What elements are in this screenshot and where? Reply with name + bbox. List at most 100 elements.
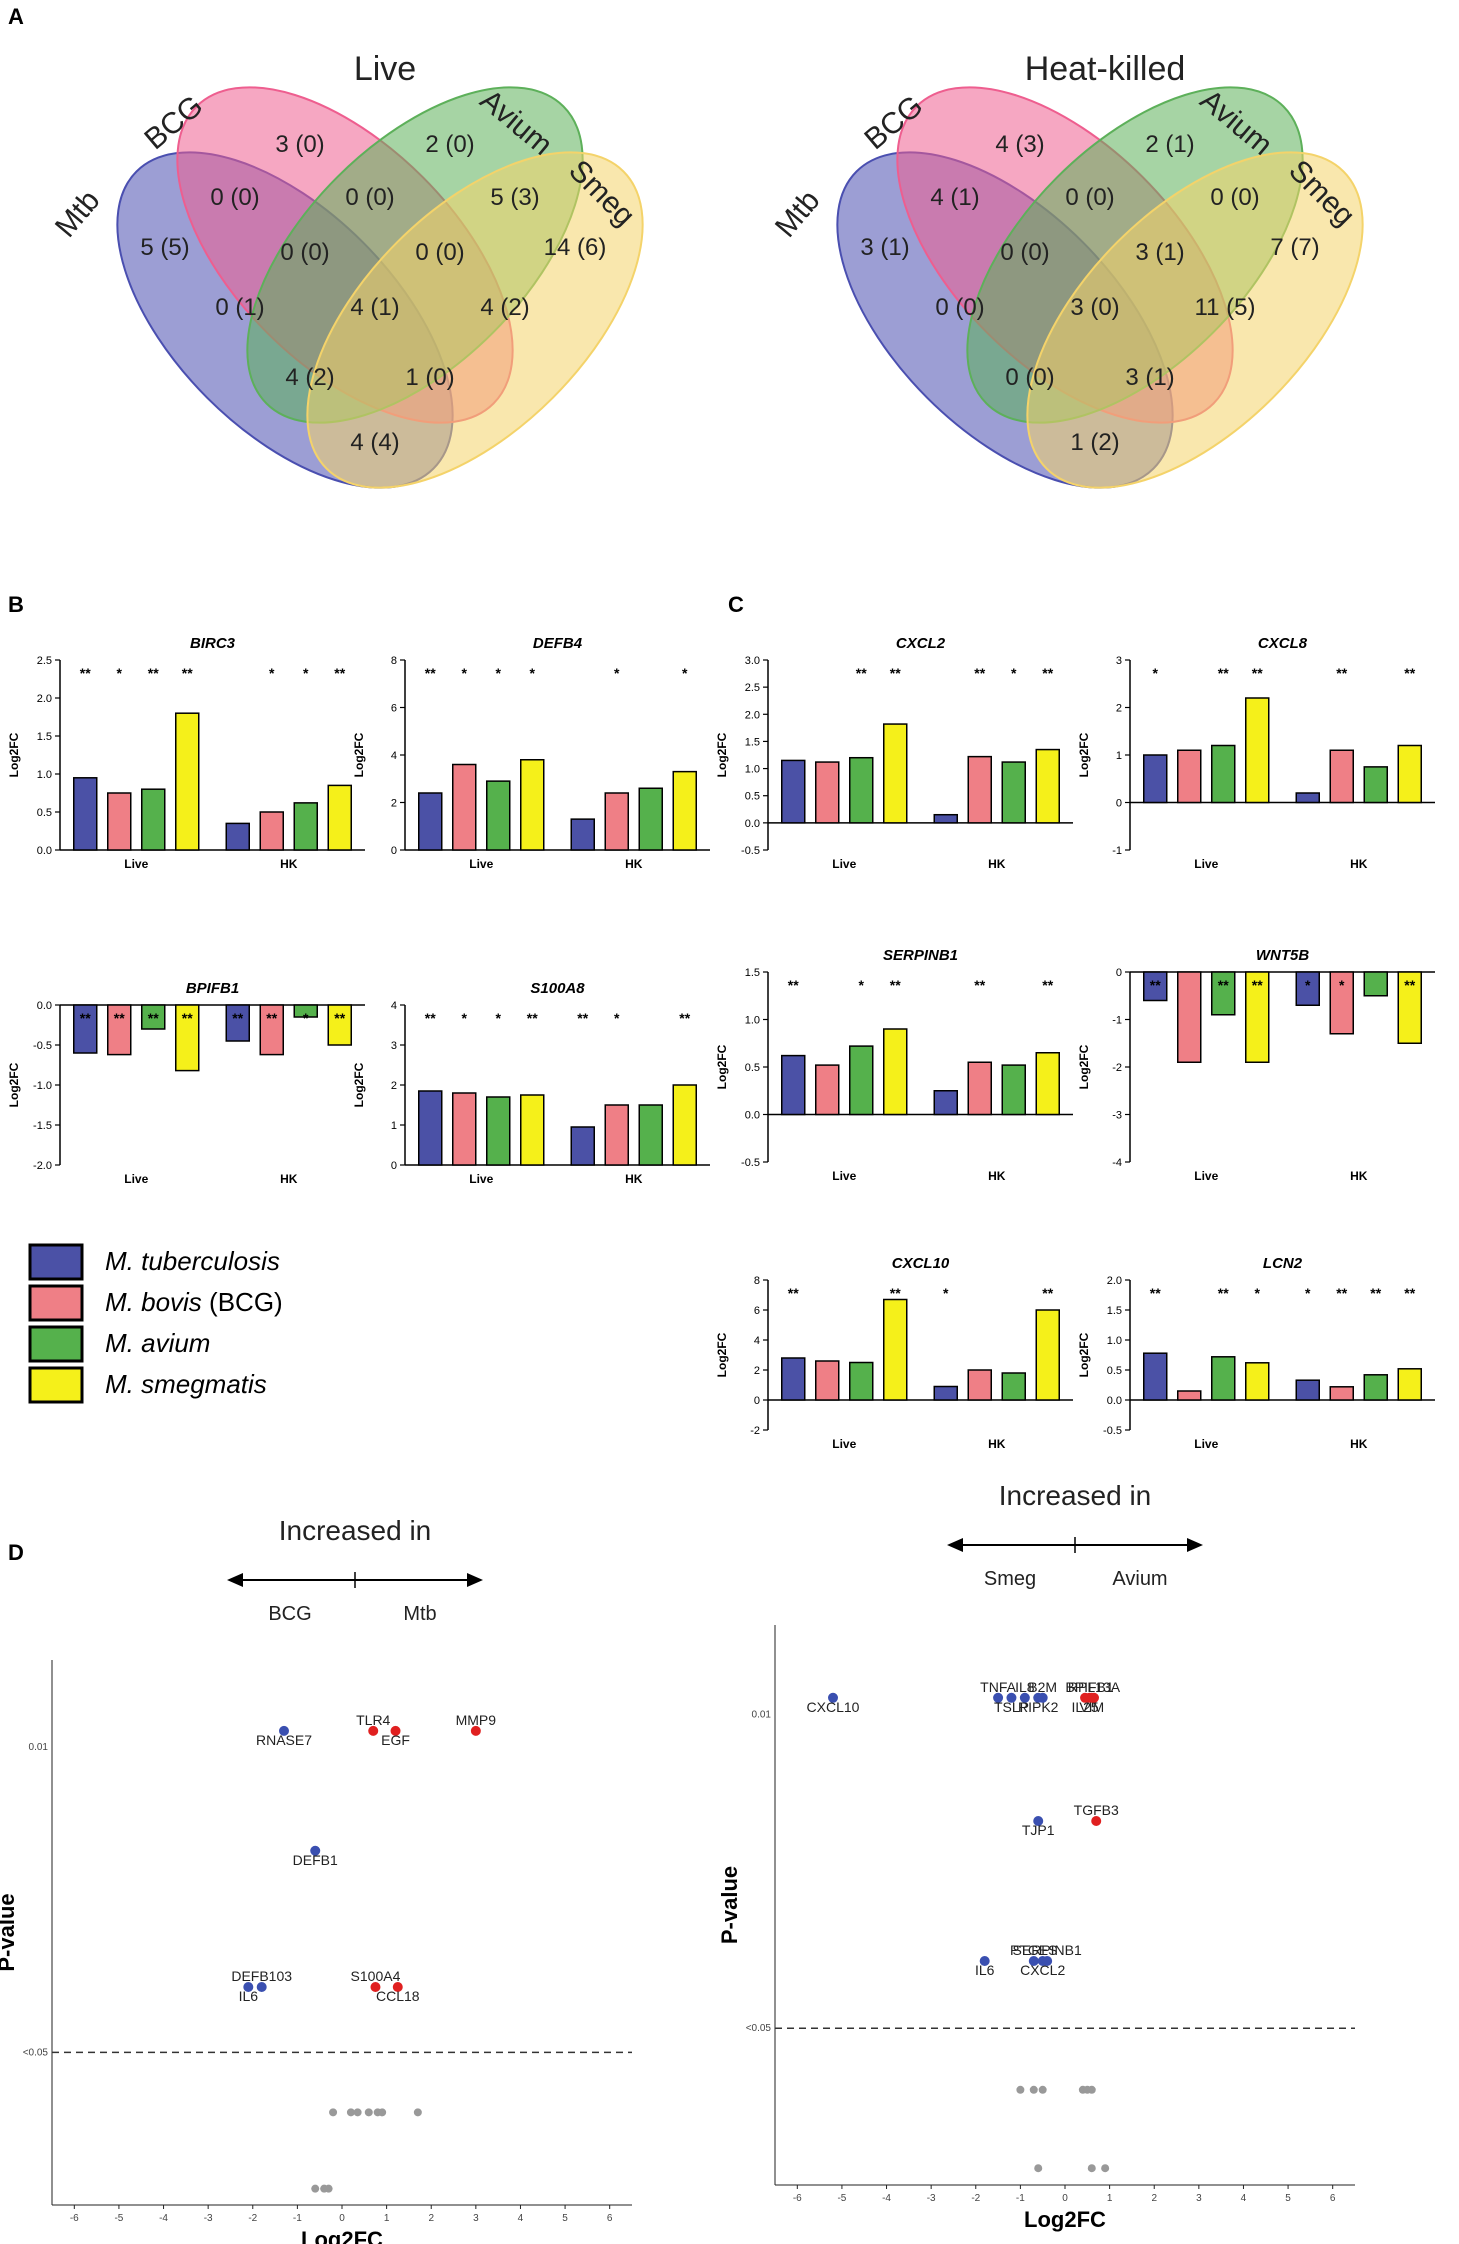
y-tick-label: 0.0	[1107, 1395, 1122, 1407]
significance-mark: **	[1252, 977, 1263, 993]
point-label-egf: EGF	[381, 1732, 410, 1748]
venn-region-all: 3 (0)	[1070, 294, 1119, 321]
y-tick-label: 2.0	[1107, 1275, 1122, 1287]
data-point-defb103	[256, 1982, 267, 1992]
bar-hk-1	[1329, 749, 1354, 804]
significance-mark: **	[527, 1010, 538, 1026]
bar-live-2	[849, 1045, 874, 1116]
significance-mark: *	[1305, 977, 1311, 993]
y-tick-label: 2.5	[745, 682, 760, 694]
y-tick-label: 2	[391, 1080, 397, 1092]
y-tick-label: 0	[1116, 967, 1122, 979]
bar-live-3	[883, 1298, 908, 1401]
bar-hk-1	[1329, 1386, 1354, 1401]
legend-label-mtb: M. tuberculosis	[105, 1246, 280, 1276]
y-tick-label: -0.5	[33, 1040, 52, 1052]
data-point-defb1	[310, 1845, 321, 1856]
y-tick-label: 2	[754, 1365, 760, 1377]
bar-live-0	[781, 759, 806, 824]
bar-live-1	[452, 763, 477, 851]
x-group-label: Live	[124, 1172, 148, 1186]
bar-hk-2	[1001, 1064, 1026, 1116]
bar-hk-1	[259, 811, 284, 851]
x-tick-label: -3	[927, 2193, 936, 2204]
bar-hk-3	[327, 1004, 352, 1046]
bar-hk-1	[967, 1369, 992, 1401]
y-tick-label: <0.05	[23, 2047, 49, 2058]
significance-mark: **	[1042, 977, 1053, 993]
bar-live-0	[1143, 1352, 1168, 1401]
bar-live-2	[486, 780, 511, 851]
x-tick-label: 3	[473, 2213, 479, 2224]
point-label-vim: VIM	[1079, 1699, 1104, 1715]
bar-hk-1	[967, 755, 992, 824]
venn-region-bcg_avium: 0 (0)	[345, 184, 394, 211]
data-point-ccl18	[392, 1982, 403, 1992]
data-point-ns	[1034, 2164, 1043, 2173]
venn-region-avium_smeg: 0 (0)	[1210, 184, 1259, 211]
y-tick-label: 1	[1116, 750, 1122, 762]
bar-live-0	[418, 792, 443, 851]
point-label-tjp1: TJP1	[1022, 1822, 1055, 1838]
y-tick-label: 8	[754, 1275, 760, 1287]
data-point-tjp1	[1033, 1816, 1044, 1826]
venn-region-mtb_avium: 0 (1)	[215, 294, 264, 321]
legend-swatch-avium	[28, 1325, 84, 1363]
bar-live-0	[781, 1054, 806, 1116]
venn-region-bcg_avium_smeg: 3 (1)	[1135, 239, 1184, 266]
bar-hk-3	[672, 1084, 697, 1166]
x-group-label: HK	[1350, 1169, 1368, 1183]
legend-swatch-bcg	[28, 1284, 84, 1322]
significance-mark: *	[496, 665, 502, 681]
significance-mark: *	[530, 665, 536, 681]
bar-live-1	[1177, 971, 1202, 1063]
bar-live-1	[815, 1360, 840, 1401]
venn-region-mtb_avium_smeg: 0 (0)	[1005, 364, 1054, 391]
y-tick-label: 6	[391, 703, 397, 715]
bar-hk-3	[327, 784, 352, 851]
y-axis-label: Log2FC	[715, 1332, 729, 1377]
point-label-mmp9: MMP9	[456, 1712, 497, 1728]
significance-mark: **	[974, 977, 985, 993]
bar-live-3	[520, 759, 545, 851]
data-point-serpinb1	[1042, 1956, 1053, 1966]
significance-mark: *	[303, 1010, 309, 1026]
y-tick-label: 1.5	[1107, 1305, 1122, 1317]
legend-swatch-mtb	[28, 1243, 84, 1281]
bar-live-1	[1177, 1390, 1202, 1401]
bar-live-1	[815, 761, 840, 824]
significance-mark: **	[1150, 977, 1161, 993]
point-label-ptges: PTGES	[1010, 1942, 1057, 1958]
significance-mark: **	[1150, 1285, 1161, 1301]
point-label-il6: IL6	[975, 1962, 995, 1978]
significance-mark: *	[303, 665, 309, 681]
data-point-tslp	[1006, 1692, 1017, 1703]
bar-hk-0	[1295, 1379, 1320, 1401]
bar-hk-2	[1363, 1374, 1388, 1401]
venn-region-mtb_bcg: 4 (1)	[930, 184, 979, 211]
y-tick-label: 6	[754, 1305, 760, 1317]
point-label-rnase7: RNASE7	[256, 1732, 312, 1748]
legend-label-bcg: M. bovis (BCG)	[105, 1287, 283, 1317]
bar-hk-1	[604, 792, 629, 851]
data-point-ns	[1087, 2085, 1096, 2094]
y-tick-label: 1.0	[37, 769, 52, 781]
significance-mark: *	[1305, 1285, 1311, 1301]
chart-title: CXCL10	[892, 1255, 950, 1272]
bar-live-0	[73, 1004, 98, 1054]
bar-live-0	[418, 1090, 443, 1166]
data-point-ns	[311, 2184, 320, 2193]
legend-swatch-smeg	[28, 1366, 84, 1404]
significance-mark: **	[1404, 977, 1415, 993]
point-label-ccl18: CCL18	[376, 1988, 420, 2004]
bar-live-3	[883, 723, 908, 824]
significance-mark: **	[266, 1010, 277, 1026]
x-group-label: HK	[988, 1169, 1006, 1183]
significance-mark: **	[80, 665, 91, 681]
chart-title: LCN2	[1263, 1255, 1303, 1272]
venn-region-smeg_only: 14 (6)	[544, 234, 607, 261]
x-tick-label: -2	[971, 2193, 980, 2204]
y-tick-label: 0.01	[29, 1742, 49, 1753]
x-group-label: HK	[280, 1172, 298, 1186]
